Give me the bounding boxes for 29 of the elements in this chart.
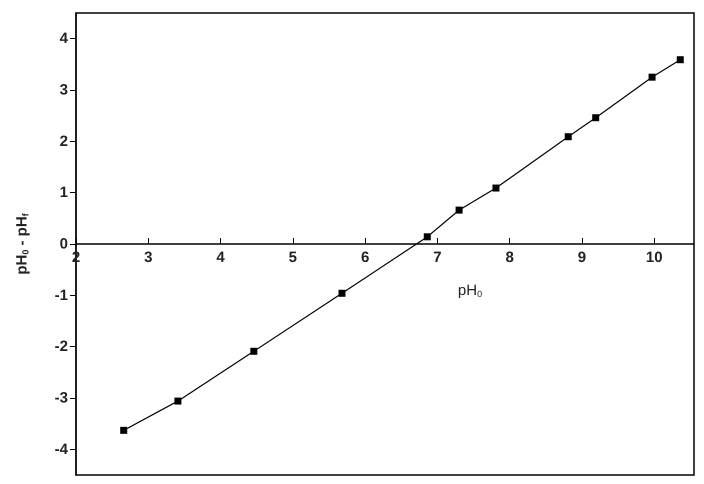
point	[424, 233, 431, 240]
point	[492, 184, 500, 192]
point	[456, 206, 463, 214]
x-tick-label: 9	[578, 249, 586, 266]
y-tick-label: 3	[60, 82, 68, 98]
point	[648, 74, 656, 81]
x-tick-label: 7	[433, 249, 442, 266]
point	[120, 426, 128, 434]
point	[174, 398, 182, 405]
y-tick-label: -2	[54, 338, 68, 356]
y-tick-label: -4	[54, 440, 69, 458]
y-tick-label: 1	[60, 184, 68, 202]
y-tick-label: -1	[54, 286, 68, 304]
y-tick-label: -3	[54, 390, 68, 406]
point	[564, 133, 572, 140]
x-tick-label: 6	[360, 249, 370, 266]
x-tick-label: 8	[506, 249, 514, 266]
point	[592, 114, 600, 122]
y-axis-title: pH0 - pHf	[13, 212, 30, 275]
x-tick-label: 10	[646, 249, 663, 266]
x-tick-label: 5	[288, 249, 298, 266]
y-tick-label: 4	[60, 30, 69, 48]
point	[338, 290, 346, 297]
point	[250, 348, 258, 355]
x-tick-label: 4	[216, 249, 226, 266]
x-tick-label: 3	[144, 249, 152, 266]
y-tick-label: 2	[60, 132, 68, 150]
y-tick-label: 0	[60, 236, 68, 252]
point	[676, 56, 684, 64]
